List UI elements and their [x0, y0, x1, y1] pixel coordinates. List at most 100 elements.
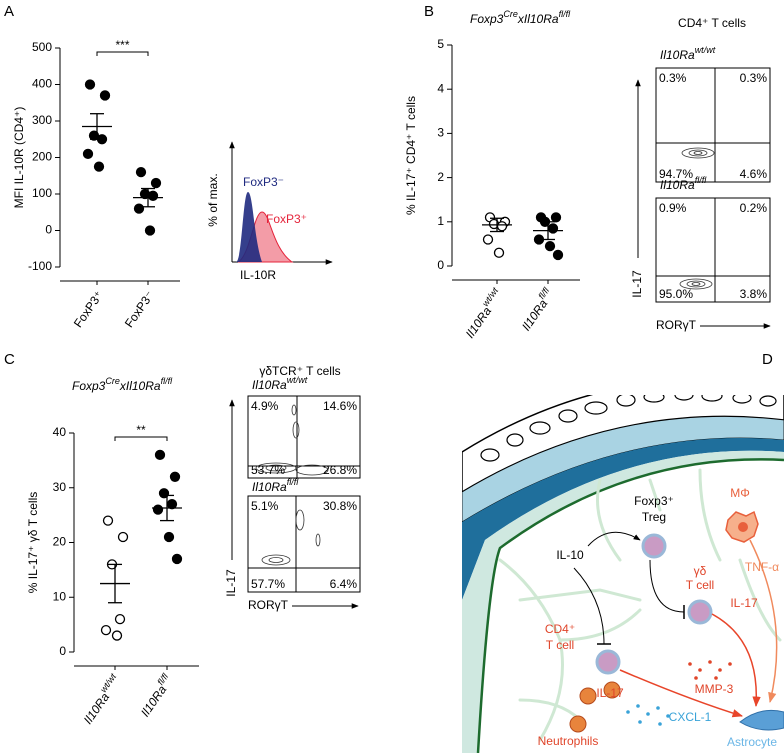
category: FoxP3⁻ [122, 289, 157, 331]
dot [114, 614, 126, 625]
legend-label: FoxP3⁻ [243, 175, 284, 189]
label: Il10Ra [252, 378, 287, 392]
diagram-label: Neutrophils [538, 734, 599, 748]
contour [265, 464, 287, 472]
label: Il10Ra [660, 178, 695, 192]
contour [688, 149, 708, 157]
diagram-label: IL-17 [596, 686, 624, 700]
x-tick-label: Il10Rafl/fl [517, 285, 558, 333]
contour [268, 557, 284, 563]
plot-label: Il10Rawt/wt [252, 375, 308, 392]
contour [261, 554, 291, 566]
dot [117, 531, 129, 543]
diagram-label: MΦ [730, 486, 750, 500]
quadrant-label: 0.3% [659, 71, 687, 85]
y-tick-label: 0 [45, 223, 52, 237]
diagram-label: IL-17 [730, 596, 758, 610]
quadrant-label: 14.6% [323, 399, 357, 413]
diagram-label: CXCL-1 [669, 710, 712, 724]
plot-frame [655, 67, 771, 183]
y-tick-label: 500 [32, 40, 52, 54]
diagram-label: TNF-α [745, 560, 779, 574]
y-tick-label: 300 [32, 113, 52, 127]
contour [693, 151, 703, 155]
dot [544, 240, 556, 252]
dot [482, 234, 494, 245]
x-tick-label: FoxP3⁻ [122, 289, 157, 331]
astrocyte [739, 709, 784, 731]
dot [493, 247, 505, 258]
axis-label: RORγT [656, 318, 697, 332]
dot [111, 630, 123, 641]
diagram-label: CD4⁺ [545, 622, 575, 636]
flow-title: CD4⁺ T cells [678, 16, 746, 30]
dot [93, 161, 105, 172]
category: Il10Ra [81, 690, 113, 727]
diagram-label: IL-10 [556, 548, 584, 562]
inhibition [573, 567, 605, 645]
quadrant-label: 57.7% [251, 577, 285, 591]
superscript: wt/wt [481, 286, 501, 309]
contour [315, 533, 321, 547]
y-tick-label: 40 [53, 425, 67, 439]
y-tick-label: 30 [53, 480, 67, 494]
y-tick-label: 10 [53, 589, 67, 603]
superscript: fl/fl [695, 175, 708, 185]
y-tick-label: 5 [437, 37, 444, 51]
dot [154, 449, 166, 461]
quadrant-label: 4.6% [740, 167, 768, 181]
histogram-fill [236, 192, 262, 262]
diagram-label: γδ [694, 564, 707, 578]
axis-label: IL-10R [240, 268, 276, 282]
significance-bracket [96, 51, 149, 56]
quadrant-label: 94.7% [659, 167, 693, 181]
cd4-t-cell [595, 649, 621, 675]
diagram-label: T cell [686, 578, 714, 592]
superscript: Cre [503, 9, 518, 19]
title-part: xIl10Ra [517, 12, 559, 26]
bone-pores [480, 395, 777, 462]
quadrant-label: 53.7% [251, 463, 285, 477]
y-tick-label: 400 [32, 77, 52, 91]
significance-label: *** [115, 38, 129, 52]
plot-frame [247, 495, 361, 593]
dot [135, 166, 147, 178]
quadrant-label: 0.3% [740, 71, 768, 85]
axis-label: IL-17 [630, 270, 644, 298]
title-part: Foxp3 [72, 379, 106, 393]
dot [144, 225, 156, 236]
category: Il10Ra [138, 683, 170, 720]
dot [147, 190, 159, 201]
quadrant-label: 0.2% [740, 201, 768, 215]
quadrant-label: 3.8% [740, 287, 768, 301]
arrow [711, 613, 761, 708]
x-tick-label: Il10Rawt/wt [79, 672, 125, 727]
y-axis-label: % IL-17⁺ CD4⁺ T cells [404, 96, 418, 215]
arrow [619, 669, 744, 718]
significance-bracket [114, 436, 168, 441]
gd-t-cell [687, 599, 713, 625]
diagram-label: MMP-3 [695, 682, 734, 696]
diagram-label: Astrocyte [727, 735, 777, 749]
axis-label: RORγT [248, 598, 289, 612]
contour [291, 404, 297, 416]
contour [295, 464, 329, 476]
flow-title: γδTCR⁺ T cells [259, 364, 340, 378]
quadrant-label: 0.9% [659, 201, 687, 215]
x-tick-label: FoxP3⁺ [71, 289, 106, 331]
dot [550, 212, 562, 223]
label: Il10Ra [252, 480, 287, 494]
diagram: Foxp3⁺ Treg MΦ IL-10 TNF-α γδ T cell IL-… [462, 395, 784, 753]
dot [150, 177, 162, 189]
superscript: fl/fl [287, 477, 300, 487]
dot [84, 79, 96, 90]
plot-label: Il10Rafl/fl [660, 175, 707, 192]
arrow [587, 531, 641, 547]
diagram-label: T cell [546, 638, 574, 652]
panel-label: C [4, 351, 15, 368]
axis-label: % of max. [206, 173, 220, 226]
x-tick-label: Il10Rafl/fl [136, 671, 177, 719]
significance-label: ** [136, 423, 146, 437]
y-tick-label: 20 [53, 535, 67, 549]
